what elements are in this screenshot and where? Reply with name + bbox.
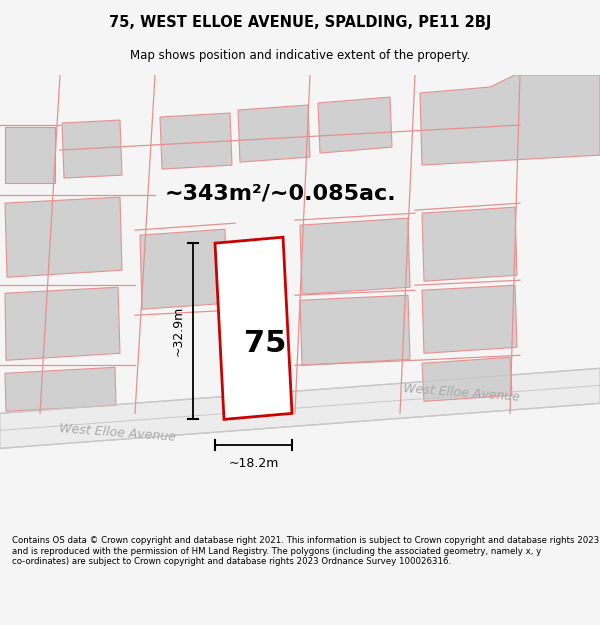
- Polygon shape: [300, 295, 410, 366]
- Polygon shape: [5, 197, 122, 278]
- Polygon shape: [420, 75, 600, 165]
- Polygon shape: [215, 237, 292, 419]
- Polygon shape: [238, 105, 310, 162]
- Polygon shape: [62, 120, 122, 178]
- Polygon shape: [160, 113, 232, 169]
- Polygon shape: [5, 288, 120, 360]
- Text: ~32.9m: ~32.9m: [172, 306, 185, 356]
- Polygon shape: [422, 357, 512, 401]
- Text: ~18.2m: ~18.2m: [229, 458, 278, 471]
- Text: West Elloe Avenue: West Elloe Avenue: [403, 382, 521, 404]
- Text: Contains OS data © Crown copyright and database right 2021. This information is : Contains OS data © Crown copyright and d…: [12, 536, 599, 566]
- Polygon shape: [422, 285, 517, 353]
- Polygon shape: [5, 127, 55, 183]
- Polygon shape: [300, 218, 410, 294]
- Text: ~343m²/~0.085ac.: ~343m²/~0.085ac.: [164, 183, 396, 203]
- Polygon shape: [422, 207, 517, 281]
- Text: 75, WEST ELLOE AVENUE, SPALDING, PE11 2BJ: 75, WEST ELLOE AVENUE, SPALDING, PE11 2B…: [109, 15, 491, 30]
- Text: 75: 75: [244, 329, 287, 357]
- Text: West Elloe Avenue: West Elloe Avenue: [59, 422, 177, 444]
- Text: Map shows position and indicative extent of the property.: Map shows position and indicative extent…: [130, 49, 470, 62]
- Polygon shape: [140, 229, 227, 309]
- Polygon shape: [0, 368, 600, 448]
- Polygon shape: [318, 97, 392, 153]
- Polygon shape: [5, 368, 116, 411]
